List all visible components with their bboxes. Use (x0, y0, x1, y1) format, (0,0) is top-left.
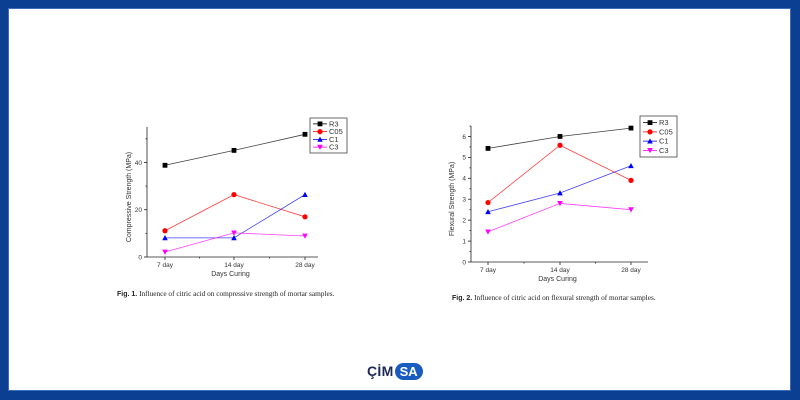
legend-marker (647, 138, 653, 144)
y-tick-label: 3 (462, 197, 466, 204)
y-tick-label: 0 (462, 259, 466, 266)
legend-label: C1 (329, 135, 339, 144)
legend-item: C05 (313, 127, 343, 136)
figure-2-label: Fig. 2. (452, 295, 473, 302)
legend-item: R3 (643, 118, 669, 127)
data-point-c3 (485, 229, 491, 235)
x-tick-label: 14 day (224, 262, 244, 269)
data-point-c1 (162, 235, 168, 241)
x-tick-label: 14 day (550, 267, 570, 274)
data-point-c05 (162, 228, 168, 234)
data-point-r3 (162, 162, 168, 168)
data-point-c05 (485, 199, 491, 206)
data-point-c1 (231, 235, 237, 241)
legend-marker (647, 147, 653, 154)
figure-1-caption: Fig. 1. Influence of citric acid on comp… (117, 289, 334, 298)
legend-label: C1 (659, 137, 669, 146)
y-tick-label: 6 (462, 134, 466, 141)
data-point-c1 (628, 162, 634, 169)
y-axis-title: Compressive Strength (MPa) (126, 152, 133, 242)
series-c3 (162, 230, 308, 255)
y-tick-label: 2 (462, 217, 466, 224)
data-point-r3 (557, 134, 563, 139)
data-point-c3 (231, 230, 237, 236)
legend-label: R3 (329, 119, 339, 128)
y-tick-label: 1 (462, 238, 466, 245)
y-tick-label: 20 (135, 207, 143, 214)
series-c1 (162, 191, 308, 241)
figure-2-caption: Fig. 2. Influence of citric acid on flex… (452, 293, 656, 302)
content-frame (9, 9, 790, 390)
x-tick-label: 28 day (295, 262, 315, 269)
y-tick-label: 4 (462, 176, 466, 183)
legend-item: C05 (643, 127, 673, 136)
data-point-c3 (557, 201, 563, 207)
legend-item: R3 (313, 119, 339, 128)
series-r3 (162, 131, 308, 168)
data-point-r3 (302, 131, 308, 137)
legend-marker (317, 129, 323, 135)
x-axis-title: Days Curing (538, 276, 577, 283)
legend-label: R3 (659, 118, 669, 127)
data-point-c05 (231, 192, 237, 198)
data-point-c05 (557, 142, 563, 148)
y-tick-label: 0 (138, 254, 142, 261)
legend-marker (317, 121, 323, 127)
series-c3 (485, 201, 634, 235)
data-point-c3 (162, 249, 168, 255)
legend-item: C1 (313, 135, 339, 144)
figure-1-text: Influence of citric acid on compressive … (139, 289, 335, 298)
x-tick-label: 28 day (621, 267, 641, 274)
x-tick-label: 7 day (480, 267, 497, 274)
data-point-c05 (302, 214, 308, 220)
legend-marker (317, 136, 323, 142)
legend-label: C05 (659, 127, 673, 136)
legend-item: C1 (643, 137, 669, 146)
figure-2-text: Influence of citric acid on flexural str… (474, 293, 656, 302)
legend-item: C3 (313, 143, 339, 152)
data-point-c1 (557, 190, 563, 196)
y-tick-label: 40 (135, 160, 143, 167)
data-point-c3 (628, 207, 634, 213)
data-point-r3 (628, 125, 634, 131)
legend-item: C3 (643, 146, 669, 155)
data-point-r3 (485, 145, 491, 151)
series-c05 (485, 142, 634, 206)
data-point-c1 (485, 208, 491, 215)
y-axis-title: Flexural Strength (MPa) (449, 162, 456, 236)
figure-1-label: Fig. 1. (117, 291, 138, 298)
cimsa-logo: ÇİM SA (367, 361, 423, 381)
data-point-c05 (628, 177, 634, 183)
series-r3 (485, 125, 634, 151)
x-tick-label: 7 day (157, 262, 174, 269)
data-point-r3 (231, 148, 237, 153)
series-line-c3 (487, 203, 632, 233)
legend-marker (647, 120, 653, 126)
legend-marker (317, 144, 323, 150)
logo-pill: SA (394, 362, 423, 380)
data-point-c1 (302, 191, 308, 197)
series-c1 (485, 162, 634, 215)
logo-text: ÇİM (367, 363, 394, 379)
x-axis-title: Days Curing (211, 271, 250, 278)
legend-marker (647, 129, 653, 135)
y-tick-label: 5 (462, 155, 466, 162)
legend-label: C05 (329, 127, 343, 136)
data-point-c3 (302, 233, 308, 239)
legend-label: C3 (659, 146, 669, 155)
legend-label: C3 (329, 143, 339, 152)
